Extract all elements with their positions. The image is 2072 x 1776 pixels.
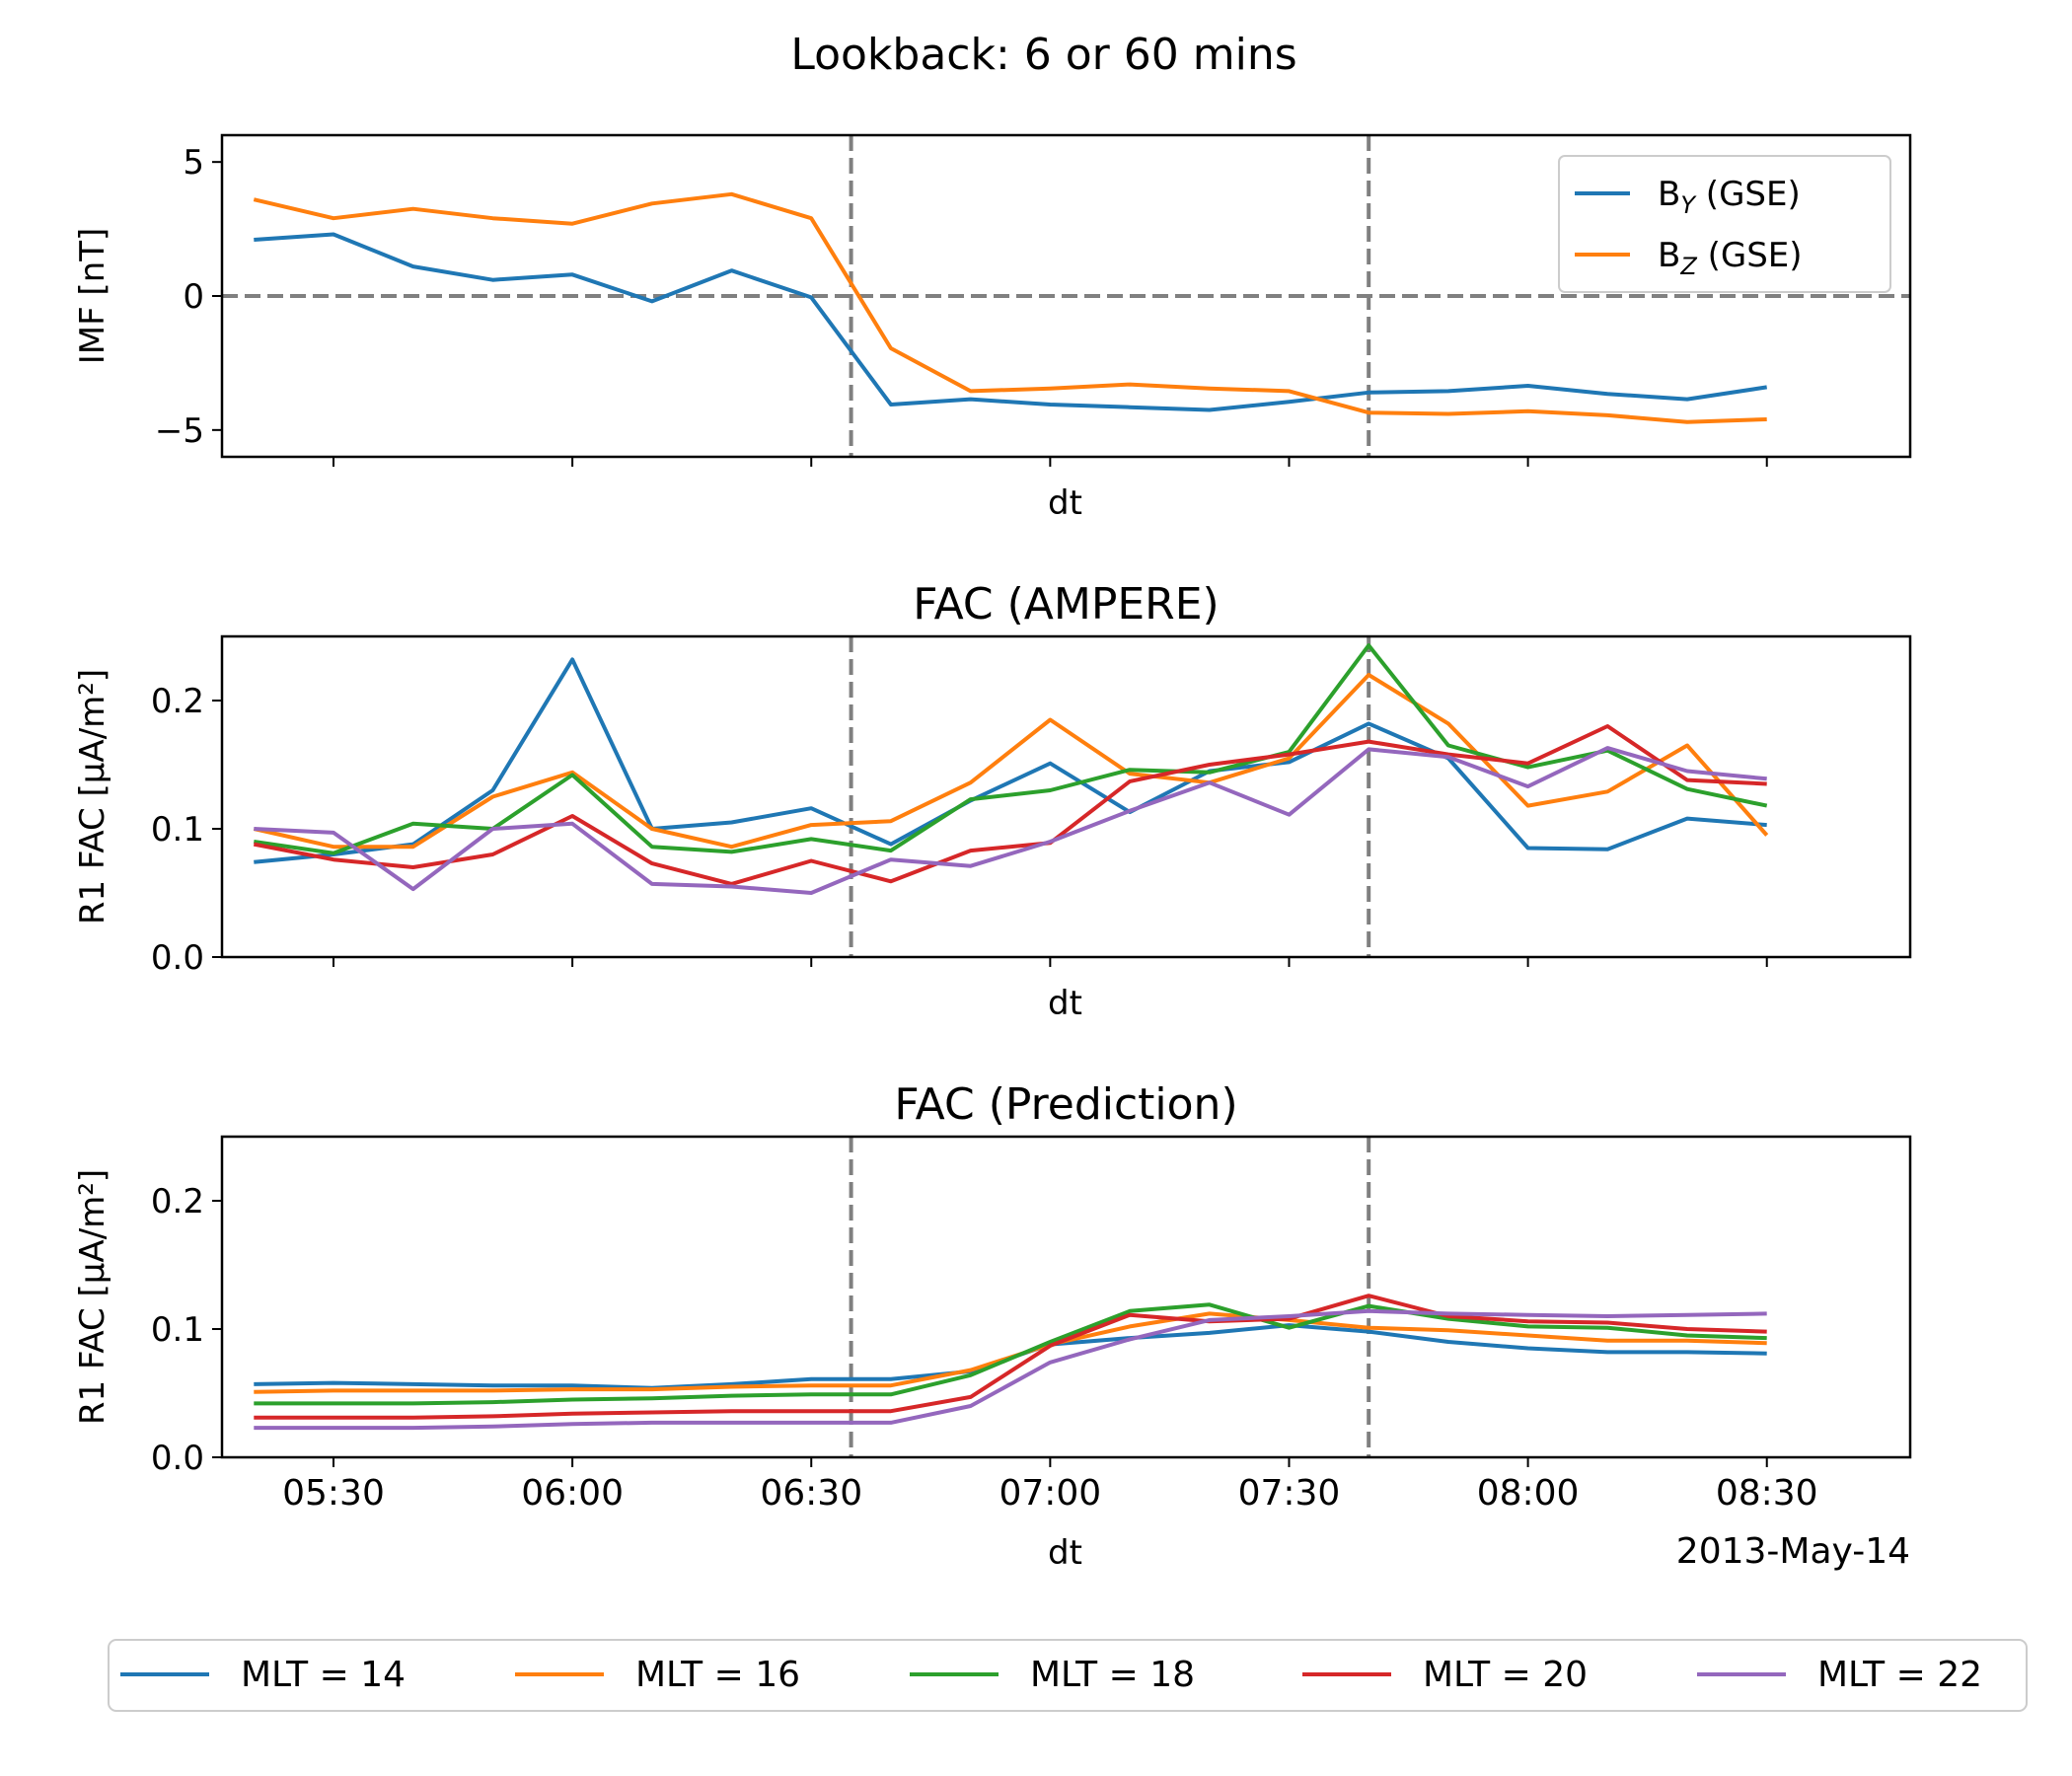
imf-legend-box xyxy=(1558,155,1891,293)
x-tick-label: 06:30 xyxy=(760,1473,862,1514)
bottom-legend-label: MLT = 22 xyxy=(1817,1655,1982,1695)
x-tick-label: 07:30 xyxy=(1238,1473,1341,1514)
axes-frame xyxy=(220,133,1912,459)
y-tick-label: 0.1 xyxy=(151,810,204,850)
x-tick-label: 08:30 xyxy=(1716,1473,1818,1514)
date-label: 2013-May-14 xyxy=(1676,1531,1910,1572)
x-tick-label: 07:00 xyxy=(999,1473,1101,1514)
x-axis-label: dt xyxy=(1048,483,1082,523)
series-line-mlt-14 xyxy=(254,657,1767,864)
bottom-legend-label: MLT = 18 xyxy=(1030,1655,1195,1695)
bottom-legend-label: MLT = 14 xyxy=(241,1655,406,1695)
y-axis-label: IMF [nT] xyxy=(73,228,112,365)
series-line-blue xyxy=(254,232,1767,412)
panel-title: FAC (AMPERE) xyxy=(913,579,1219,629)
bottom-legend: MLT = 14 MLT = 16 MLT = 18 MLT = 20 MLT = 22 xyxy=(108,1639,2028,1712)
y-tick-label: 0.0 xyxy=(151,938,204,978)
y-tick-label: 5 xyxy=(183,143,204,183)
bottom-legend-label: MLT = 20 xyxy=(1423,1655,1588,1695)
panels-group: −5 0 5 IMF [nT] dt BY (GSE) BZ (GSE) FAC (AMPER… xyxy=(73,133,1912,1573)
x-tick-label: 05:30 xyxy=(282,1473,385,1514)
series-line-mlt-22 xyxy=(254,746,1767,895)
axes-frame xyxy=(220,1135,1912,1459)
bottom-legend-box xyxy=(108,1639,2028,1712)
y-tick-label: 0 xyxy=(183,277,204,317)
y-axis-label: R1 FAC [μA/m²] xyxy=(73,669,112,925)
panel-imf: −5 0 5 IMF [nT] dt BY (GSE) BZ (GSE) xyxy=(73,133,1912,523)
y-tick-label: 0.2 xyxy=(151,1182,204,1221)
axes-frame xyxy=(220,634,1912,959)
series-line-mlt-18 xyxy=(254,1302,1767,1406)
legend-label: BZ (GSE) xyxy=(1658,236,1803,280)
panel-ampere: FAC (AMPERE) 0.0 0.1 0.2 R1 FAC [μA/m²] dt xyxy=(73,579,1912,1023)
series-line-mlt-22 xyxy=(254,1308,1767,1431)
panel-prediction: FAC (Prediction) 0.0 0.1 0.2 R1 FAC [μA/m²] 0… xyxy=(73,1079,1912,1573)
series-line-mlt-16 xyxy=(253,673,1769,850)
x-tick-label: 06:00 xyxy=(521,1473,624,1514)
legend-label: BY (GSE) xyxy=(1658,175,1801,219)
panel-title: FAC (Prediction) xyxy=(894,1079,1237,1130)
y-tick-label: 0.1 xyxy=(151,1310,204,1350)
bottom-legend-label: MLT = 16 xyxy=(635,1655,800,1695)
x-tick-label: 08:00 xyxy=(1477,1473,1580,1514)
y-tick-label: 0.2 xyxy=(151,682,204,721)
y-tick-label: 0.0 xyxy=(151,1439,204,1478)
series-line-mlt-20 xyxy=(254,1294,1767,1420)
figure-suptitle: Lookback: 6 or 60 mins xyxy=(790,30,1296,80)
series-line-mlt-20 xyxy=(253,724,1767,886)
y-axis-label: R1 FAC [μA/m²] xyxy=(73,1169,112,1425)
imf-legend: BY (GSE) BZ (GSE) xyxy=(1558,155,1891,293)
y-tick-label: −5 xyxy=(155,411,204,451)
x-axis-label: dt xyxy=(1048,1533,1082,1573)
x-axis-label: dt xyxy=(1048,984,1082,1023)
series-line-orange xyxy=(253,191,1767,424)
